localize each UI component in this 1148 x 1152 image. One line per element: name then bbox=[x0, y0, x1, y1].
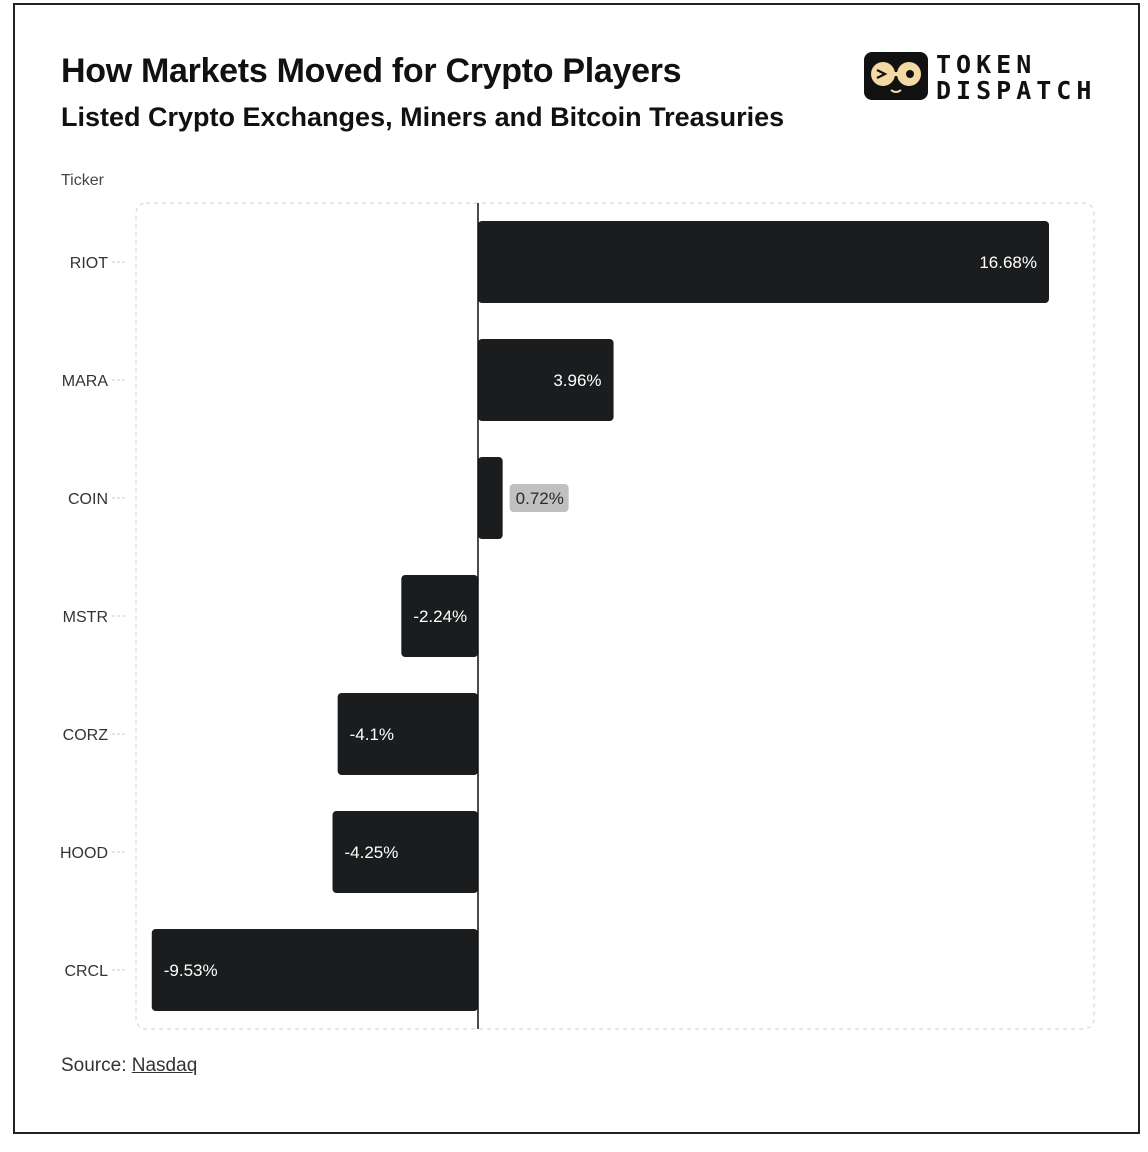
data-label-riot: 16.68% bbox=[979, 253, 1037, 272]
tick-label-mara: MARA bbox=[62, 373, 109, 390]
tick-label-mstr: MSTR bbox=[63, 609, 108, 626]
data-label-mara: 3.96% bbox=[553, 371, 601, 390]
data-label-coin: 0.72% bbox=[516, 489, 564, 508]
tick-label-crcl: CRCL bbox=[64, 963, 108, 980]
bar-riot bbox=[478, 221, 1049, 303]
source-link[interactable]: Nasdaq bbox=[132, 1055, 198, 1076]
data-label-hood: -4.25% bbox=[345, 843, 399, 862]
source-note: Source: Nasdaq bbox=[61, 1055, 197, 1077]
data-label-crcl: -9.53% bbox=[164, 961, 218, 980]
data-label-corz: -4.1% bbox=[350, 725, 394, 744]
bar-coin bbox=[478, 457, 503, 539]
tick-label-hood: HOOD bbox=[60, 845, 108, 862]
source-label: Source: bbox=[61, 1055, 126, 1076]
tick-label-coin: COIN bbox=[68, 491, 108, 508]
data-label-mstr: -2.24% bbox=[413, 607, 467, 626]
tick-label-riot: RIOT bbox=[70, 255, 108, 272]
plot-area-border bbox=[136, 203, 1094, 1029]
tick-label-corz: CORZ bbox=[63, 727, 109, 744]
